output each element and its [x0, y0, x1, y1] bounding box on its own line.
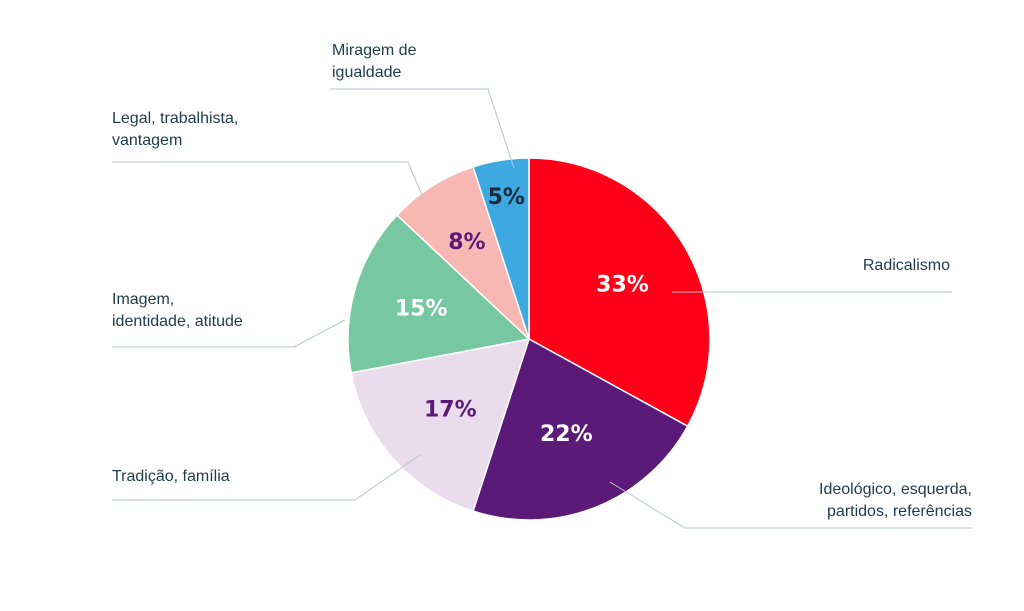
leader-line — [112, 319, 346, 348]
slice-value-label: 8% — [448, 230, 485, 255]
slice-category-label-line: Radicalismo — [863, 257, 950, 274]
slice-category-label-line: identidade, atitude — [112, 313, 243, 330]
slice-category-label-line: partidos, referências — [827, 503, 972, 520]
slice-category-label-line: vantagem — [112, 132, 182, 149]
slice-category-label-line: Imagem, — [112, 291, 174, 308]
slice-value-label: 22% — [540, 422, 593, 447]
leader-line — [112, 161, 426, 203]
slice-category-label-line: Miragem de — [332, 42, 417, 59]
pie-slice — [395, 165, 530, 340]
leader-line — [112, 454, 421, 501]
pie-slice — [350, 338, 531, 513]
pie-slice — [347, 214, 531, 374]
slice-value-label: 33% — [596, 273, 649, 298]
leader-line — [330, 88, 515, 169]
leader-line — [609, 481, 972, 529]
pie-slice — [528, 157, 711, 428]
slice-category-label: Imagem, identidade, atitude — [112, 291, 243, 330]
slice-category-label-line: Legal, trabalhista, — [112, 110, 238, 127]
slice-category-label: Radicalismo — [863, 257, 950, 274]
slice-category-label-line: igualdade — [332, 64, 402, 81]
slice-category-label-line: Tradição, família — [112, 468, 230, 485]
slice-value-label: 5% — [488, 185, 525, 210]
pie-slice — [472, 157, 530, 340]
slice-category-label: Legal, trabalhista, vantagem — [112, 110, 238, 149]
slice-category-label: Tradição, família — [112, 468, 230, 485]
slice-category-label-line: Ideológico, esquerda, — [819, 481, 972, 498]
pie-slice — [472, 337, 689, 521]
slice-category-label: Miragem de igualdade — [332, 42, 417, 81]
slice-value-label: 17% — [424, 397, 477, 422]
slice-category-label: Ideológico, esquerda, partidos, referênci… — [819, 481, 972, 520]
slice-value-label: 15% — [395, 297, 448, 322]
